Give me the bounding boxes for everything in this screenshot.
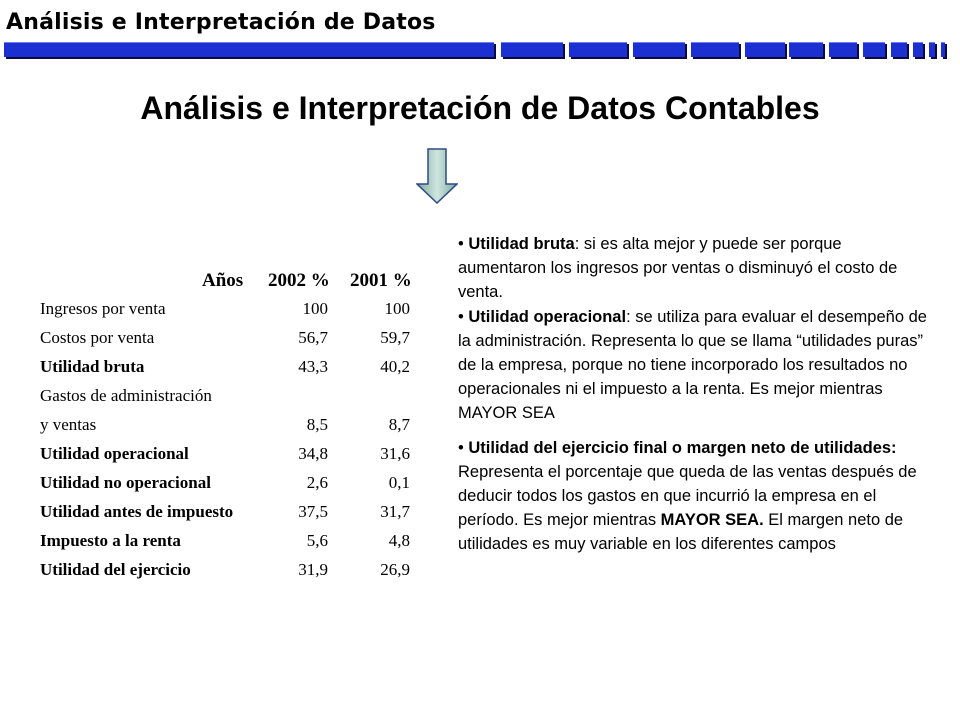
- row-value-2001: 100: [384, 299, 411, 318]
- row-value-2002: 43,3: [298, 357, 328, 376]
- row-label: Utilidad bruta: [40, 357, 145, 376]
- table-row: Gastos de administración: [40, 386, 420, 415]
- bullet-utilidad-operacional: • Utilidad operacional: se utiliza para …: [458, 307, 927, 423]
- header-2002: 2002 %: [268, 270, 330, 291]
- row-value-2001: 40,2: [380, 357, 410, 376]
- row-value-2001: 0,1: [388, 473, 410, 492]
- row-value-2002: 8,5: [306, 415, 328, 434]
- row-value-2001: 59,7: [380, 328, 410, 347]
- row-value-2001: 31,6: [380, 444, 410, 463]
- table-row: Utilidad del ejercicio 31,9 26,9: [40, 560, 420, 589]
- row-label: Impuesto a la renta: [40, 531, 181, 550]
- table-row: Utilidad antes de impuesto 37,5 31,7: [40, 502, 420, 531]
- header-bar-segment: [789, 42, 823, 57]
- header-anos: Años: [202, 270, 244, 291]
- row-label: y ventas: [40, 415, 97, 434]
- header-bar-segment: [863, 42, 885, 57]
- row-label: Gastos de administración: [40, 386, 212, 405]
- table-row: Utilidad operacional 34,8 31,6: [40, 444, 420, 473]
- bullet-margen-neto: • Utilidad del ejercicio final o margen …: [458, 438, 917, 554]
- row-value-2002: 34,8: [298, 444, 328, 463]
- bullet-emphasis: MAYOR SEA.: [660, 511, 764, 530]
- bullet-text: : se utiliza para evaluar el desempeño d…: [458, 307, 927, 423]
- row-value-2001: 26,9: [380, 560, 410, 579]
- table-row: Impuesto a la renta 5,6 4,8: [40, 531, 420, 560]
- header-bar-segment: [829, 42, 857, 57]
- header-2001: 2001 %: [350, 270, 412, 291]
- bullet-text: Representa el porcentaje que queda de la…: [458, 462, 917, 530]
- bullet-text: : si es alta mejor y puede ser porque au…: [458, 235, 898, 302]
- row-label: Utilidad antes de impuesto: [40, 502, 234, 521]
- down-arrow-icon: [416, 148, 458, 204]
- bullet-tail: El margen neto de utilidades es muy vari…: [458, 511, 904, 554]
- bullet-term: Utilidad operacional: [468, 307, 627, 326]
- header-bar-segment: [941, 42, 945, 57]
- row-value-2002: 56,7: [298, 328, 328, 347]
- header-bar-segment: [569, 42, 627, 57]
- header-bar-segment: [891, 42, 907, 57]
- bullet-term: Utilidad bruta: [468, 235, 575, 253]
- header-bar-segment: [691, 42, 739, 57]
- row-value-2001: 4,8: [388, 531, 410, 550]
- header-bar-segment: [633, 42, 685, 57]
- table-row: y ventas 8,5 8,7: [40, 415, 420, 444]
- header-bar-segment: [929, 42, 935, 57]
- header-bar-segment: [745, 42, 785, 57]
- header-bar-segment: [913, 42, 923, 57]
- table-header-row: Años 2002 % 2001 %: [40, 270, 420, 299]
- row-value-2002: 31,9: [298, 560, 328, 579]
- header-title: Análisis e Interpretación de Datos: [6, 10, 436, 35]
- page-title: Análisis e Interpretación de Datos Conta…: [140, 90, 820, 126]
- table-row: Utilidad no operacional 2,6 0,1: [40, 473, 420, 502]
- row-value-2001: 8,7: [388, 415, 410, 434]
- row-label: Ingresos por venta: [40, 299, 166, 318]
- row-value-2002: 5,6: [306, 531, 328, 550]
- row-label: Utilidad no operacional: [40, 473, 211, 492]
- row-label: Utilidad operacional: [40, 444, 189, 463]
- row-label: Costos por venta: [40, 328, 155, 347]
- row-value-2001: 31,7: [380, 502, 410, 521]
- header-bar-segment: [4, 42, 494, 57]
- financial-table: Años 2002 % 2001 % Ingresos por venta 10…: [40, 270, 420, 589]
- table-row: Utilidad bruta 43,3 40,2: [40, 357, 420, 386]
- bullet-utilidad-bruta: • Utilidad bruta: si es alta mejor y pue…: [458, 235, 898, 302]
- bullet-term: Utilidad del ejercicio final o margen ne…: [468, 438, 897, 457]
- row-label: Utilidad del ejercicio: [40, 560, 191, 579]
- table-row: Costos por venta 56,7 59,7: [40, 328, 420, 357]
- row-value-2002: 2,6: [306, 473, 328, 492]
- explanation-text: • Utilidad bruta: si es alta mejor y pue…: [458, 232, 928, 557]
- row-value-2002: 100: [302, 299, 329, 318]
- header-bar-segment: [501, 42, 563, 57]
- table-row: Ingresos por venta 100 100: [40, 299, 420, 328]
- row-value-2002: 37,5: [298, 502, 328, 521]
